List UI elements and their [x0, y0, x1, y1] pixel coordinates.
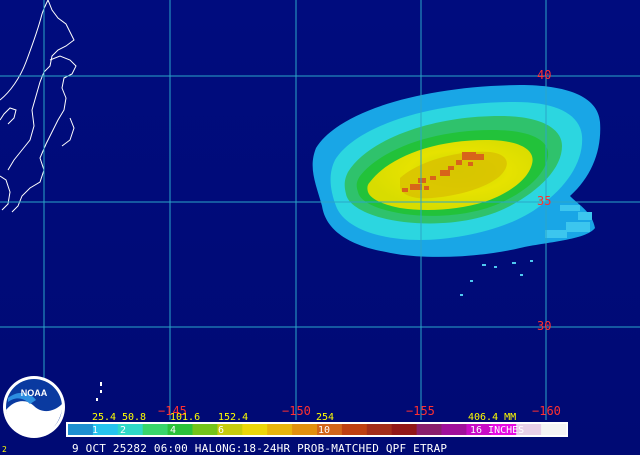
rainfall-swath	[312, 85, 601, 296]
legend-swatch	[117, 424, 144, 435]
legend-mm-label: 25.4	[92, 412, 116, 423]
legend-swatch	[516, 424, 542, 435]
rain-specks	[460, 260, 533, 296]
legend-inch-label: 10	[318, 425, 330, 436]
rain-scatter-ne	[545, 205, 592, 238]
corner-mark: 2	[2, 445, 7, 454]
lat-label-35: 35	[537, 194, 551, 208]
lon-label-160: −160	[532, 404, 561, 418]
legend-mm-labels: 25.4 50.8 101.6 152.4 254 406.4 MM	[92, 412, 516, 423]
lat-label-40: 40	[537, 68, 551, 82]
legend-swatch	[366, 424, 393, 435]
legend-swatch	[416, 424, 442, 435]
legend-swatch	[167, 424, 193, 435]
legend-swatch	[491, 424, 517, 435]
legend-swatch	[217, 424, 243, 435]
legend-inch-labels: 1 2 4 6 10 16 INCHES	[92, 425, 524, 436]
legend-mm-label: 254	[316, 412, 334, 423]
legend-mm-label: 50.8	[122, 412, 146, 423]
legend-swatch	[391, 424, 418, 435]
legend-mm-label: 406.4 MM	[468, 412, 516, 423]
legend-inch-label: 2	[120, 425, 126, 436]
legend-mm-label: 101.6	[170, 412, 200, 423]
legend-inch-label: 6	[218, 425, 224, 436]
rain-core-orange	[402, 152, 484, 192]
legend-inch-label: 4	[170, 425, 176, 436]
graticule	[0, 0, 640, 420]
legend-swatch	[142, 424, 169, 435]
lat-label-30: 30	[537, 319, 551, 333]
legend-swatch	[68, 424, 94, 435]
legend-inch-label: 16 INCHES	[470, 425, 524, 436]
noaa-logo-text: NOAA	[21, 388, 48, 398]
legend-swatch	[541, 424, 567, 435]
islands	[96, 382, 102, 401]
product-caption: 9 OCT 25282 06:00 HALONG:18-24HR PROB-MA…	[72, 442, 447, 455]
legend-color-bar	[68, 424, 567, 435]
legend-inch-label: 1	[92, 425, 98, 436]
legend-mm-label: 152.4	[218, 412, 248, 423]
legend-swatch	[317, 424, 343, 435]
legend-swatch	[341, 424, 368, 435]
noaa-logo: NOAA	[3, 376, 65, 438]
legend-swatch	[292, 424, 318, 435]
legend-swatch	[441, 424, 467, 435]
lon-label-155: −155	[406, 404, 435, 418]
legend-swatch	[242, 424, 268, 435]
lon-label-150: −150	[282, 404, 311, 418]
legend-swatch	[192, 424, 218, 435]
coastline	[0, 0, 77, 213]
legend-swatch	[92, 424, 119, 435]
legend-swatch	[466, 424, 492, 435]
lon-label-145: −145	[158, 404, 187, 418]
legend-swatch	[267, 424, 293, 435]
